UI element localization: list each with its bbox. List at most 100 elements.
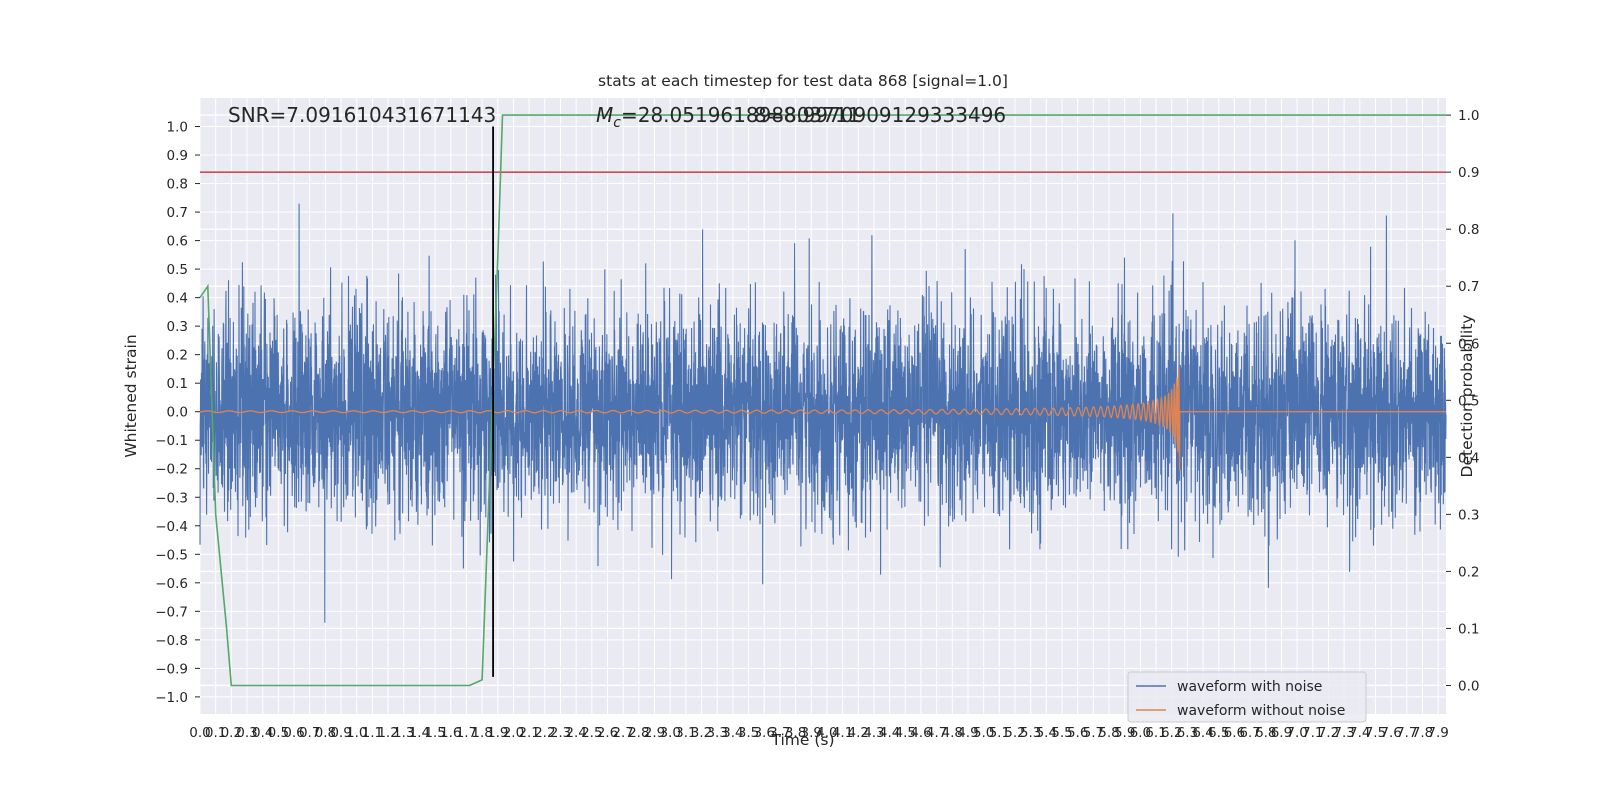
x-tick-label: 3.4 bbox=[722, 725, 743, 741]
x-tick-label: 2.5 bbox=[581, 725, 602, 741]
y-tick-label-left: 0.6 bbox=[167, 234, 188, 250]
x-tick-label: 0.6 bbox=[283, 725, 304, 741]
x-tick-label: 6.1 bbox=[1145, 725, 1166, 741]
x-tick-label: 6.8 bbox=[1255, 725, 1276, 741]
x-tick-label: 5.1 bbox=[989, 725, 1010, 741]
mc-subscript: c bbox=[613, 115, 621, 131]
x-tick-label: 4.7 bbox=[926, 725, 947, 741]
x-tick-label: 6.0 bbox=[1130, 725, 1151, 741]
x-tick-label: 4.1 bbox=[832, 725, 853, 741]
x-tick-label: 1.2 bbox=[377, 725, 398, 741]
x-axis-ticks: 0.00.10.20.30.40.50.60.70.80.91.01.11.21… bbox=[189, 725, 1449, 741]
x-tick-label: 0.0 bbox=[189, 725, 210, 741]
y-tick-label-right: 0.1 bbox=[1458, 621, 1479, 637]
x-tick-label: 4.2 bbox=[848, 725, 869, 741]
x-tick-label: 3.8 bbox=[785, 725, 806, 741]
y-tick-label-left: −0.3 bbox=[155, 490, 188, 506]
x-tick-label: 2.4 bbox=[565, 725, 586, 741]
x-tick-label: 7.8 bbox=[1412, 725, 1433, 741]
series-waveform-without-noise bbox=[199, 366, 1446, 471]
y-tick-label-right: 0.6 bbox=[1458, 336, 1479, 352]
snr-annotation: SNR=7.091610431671143 bbox=[228, 103, 496, 127]
x-tick-label: 2.9 bbox=[644, 725, 665, 741]
x-tick-label: 5.3 bbox=[1020, 725, 1041, 741]
x-tick-label: 3.5 bbox=[738, 725, 759, 741]
x-tick-label: 3.2 bbox=[691, 725, 712, 741]
x-tick-label: 1.8 bbox=[471, 725, 492, 741]
y-tick-label-left: −0.5 bbox=[155, 547, 188, 563]
x-tick-label: 0.7 bbox=[299, 725, 320, 741]
overlap-annotation: 8=8.9970909129333496 bbox=[754, 103, 1006, 127]
y-tick-label-right: 0.5 bbox=[1458, 393, 1479, 409]
noise-line bbox=[199, 203, 1447, 623]
x-tick-label: 0.9 bbox=[330, 725, 351, 741]
x-tick-label: 3.3 bbox=[706, 725, 727, 741]
y-tick-label-right: 0.3 bbox=[1458, 507, 1479, 523]
y-tick-label-left: 0.1 bbox=[167, 376, 188, 392]
y-tick-label-left: 0.4 bbox=[167, 291, 188, 307]
x-tick-label: 7.1 bbox=[1302, 725, 1323, 741]
y-axis-right-ticks: 1.0 0.9 0.8 0.7 0.6 0.5 0.4 0.3 0.2 0.1 0.0 bbox=[1446, 108, 1479, 694]
x-tick-label: 1.6 bbox=[440, 725, 461, 741]
x-tick-label: 3.9 bbox=[801, 725, 822, 741]
x-tick-label: 4.3 bbox=[863, 725, 884, 741]
series-detection-probability bbox=[199, 114, 1446, 687]
probability-line bbox=[199, 114, 1446, 687]
y-tick-label-left: −0.7 bbox=[155, 604, 188, 620]
x-tick-label: 1.0 bbox=[346, 725, 367, 741]
y-axis-left-ticks: 1.0 0.9 0.8 0.7 0.6 0.5 0.4 0.3 0.2 0.1 0.0 −0.1 −0.… bbox=[155, 120, 200, 706]
x-tick-label: 2.3 bbox=[550, 725, 571, 741]
y-tick-label-left: 0.0 bbox=[167, 405, 188, 421]
x-tick-label: 3.7 bbox=[769, 725, 790, 741]
x-tick-label: 3.1 bbox=[675, 725, 696, 741]
x-tick-label: 0.5 bbox=[268, 725, 289, 741]
y-tick-label-right: 0.8 bbox=[1458, 222, 1479, 238]
y-tick-label-left: −0.9 bbox=[155, 661, 188, 677]
y-tick-label-left: −0.8 bbox=[155, 633, 188, 649]
y-tick-label-right: 0.7 bbox=[1458, 279, 1479, 295]
x-tick-label: 2.2 bbox=[534, 725, 555, 741]
x-tick-label: 1.9 bbox=[487, 725, 508, 741]
legend: waveform with noise waveform without noi… bbox=[1127, 671, 1367, 723]
x-tick-label: 4.0 bbox=[816, 725, 837, 741]
y-tick-label-right: 0.2 bbox=[1458, 564, 1479, 580]
x-tick-label: 7.3 bbox=[1333, 725, 1354, 741]
x-tick-label: 6.6 bbox=[1224, 725, 1245, 741]
x-tick-label: 5.9 bbox=[1114, 725, 1135, 741]
y-tick-label-right: 1.0 bbox=[1458, 108, 1479, 124]
x-tick-label: 5.2 bbox=[1004, 725, 1025, 741]
x-tick-label: 4.4 bbox=[879, 725, 900, 741]
x-tick-label: 7.2 bbox=[1318, 725, 1339, 741]
x-tick-label: 4.6 bbox=[910, 725, 931, 741]
x-tick-label: 4.8 bbox=[942, 725, 963, 741]
x-tick-label: 7.0 bbox=[1286, 725, 1307, 741]
y-tick-label-left: 0.2 bbox=[167, 348, 188, 364]
mc-value: =28.051961898803711 bbox=[621, 103, 860, 127]
x-tick-label: 5.4 bbox=[1036, 725, 1057, 741]
x-tick-label: 2.6 bbox=[597, 725, 618, 741]
y-tick-label-left: 0.9 bbox=[167, 148, 188, 164]
x-tick-label: 0.3 bbox=[236, 725, 257, 741]
y-tick-label-left: −0.1 bbox=[155, 433, 188, 449]
y-tick-label-left: −0.4 bbox=[155, 519, 188, 535]
x-tick-label: 7.5 bbox=[1365, 725, 1386, 741]
x-tick-label: 4.5 bbox=[895, 725, 916, 741]
mc-annotation: Mc=28.051961898803711 bbox=[596, 103, 860, 131]
legend-label-clean: waveform without noise bbox=[1177, 703, 1345, 719]
x-tick-label: 5.6 bbox=[1067, 725, 1088, 741]
y-tick-label-left: 0.3 bbox=[167, 319, 188, 335]
x-tick-label: 1.3 bbox=[393, 725, 414, 741]
x-tick-label: 0.1 bbox=[205, 725, 226, 741]
x-tick-label: 7.4 bbox=[1349, 725, 1370, 741]
y-tick-label-right: 0.0 bbox=[1458, 678, 1479, 694]
x-tick-label: 1.4 bbox=[409, 725, 430, 741]
x-tick-label: 2.0 bbox=[503, 725, 524, 741]
y-axis-left-label: Whitened strain bbox=[122, 334, 140, 457]
y-tick-label-left: 0.7 bbox=[167, 205, 188, 221]
y-tick-label-left: 1.0 bbox=[167, 120, 188, 136]
y-tick-label-left: −0.6 bbox=[155, 576, 188, 592]
legend-label-noise: waveform with noise bbox=[1177, 679, 1322, 695]
x-tick-label: 0.2 bbox=[221, 725, 242, 741]
x-tick-label: 6.4 bbox=[1192, 725, 1213, 741]
y-tick-label-left: −0.2 bbox=[155, 462, 188, 478]
